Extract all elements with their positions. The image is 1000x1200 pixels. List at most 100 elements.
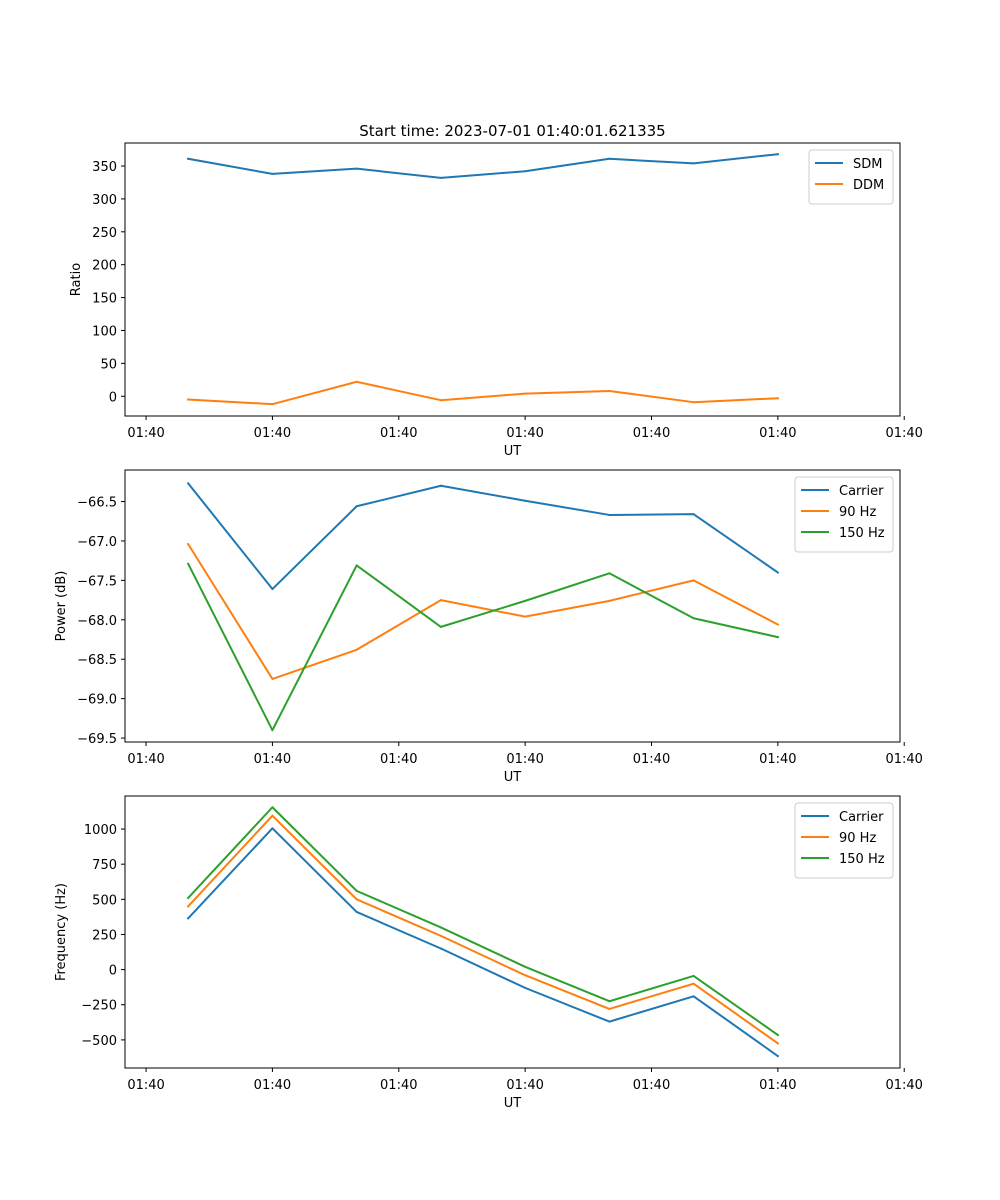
y-tick-label: −67.0 bbox=[77, 535, 117, 550]
x-axis-label: UT bbox=[504, 1096, 522, 1111]
legend-label: 90 Hz bbox=[839, 505, 876, 520]
data-point bbox=[608, 157, 611, 160]
y-tick-label: −68.5 bbox=[77, 653, 117, 668]
x-axis-label: UT bbox=[504, 770, 522, 785]
x-tick-label: 01:40 bbox=[885, 1078, 922, 1093]
legend-label: 150 Hz bbox=[839, 526, 885, 541]
data-point bbox=[776, 636, 779, 639]
data-point bbox=[608, 572, 611, 575]
data-point bbox=[187, 562, 190, 565]
x-tick-label: 01:40 bbox=[380, 1078, 417, 1093]
y-tick-label: −500 bbox=[81, 1034, 117, 1049]
data-point bbox=[439, 599, 442, 602]
data-point bbox=[608, 599, 611, 602]
y-tick-label: 50 bbox=[100, 357, 117, 372]
data-point bbox=[271, 172, 274, 175]
data-point bbox=[355, 889, 358, 892]
axes-frame bbox=[124, 469, 901, 743]
chart-panel-1: 01:40 01:40 01:40 01:40 01:40 01:40 01:40 0 50 10… bbox=[69, 142, 923, 459]
data-point bbox=[692, 162, 695, 165]
data-point bbox=[187, 157, 190, 160]
data-point bbox=[439, 625, 442, 628]
legend: Carrier 90 Hz 150 Hz bbox=[794, 802, 894, 879]
y-tick-label: 250 bbox=[92, 928, 117, 943]
x-tick-label: 01:40 bbox=[885, 426, 922, 441]
x-tick-label: 01:40 bbox=[380, 426, 417, 441]
x-tick-label: 01:40 bbox=[885, 752, 922, 767]
data-point bbox=[439, 947, 442, 950]
data-point bbox=[692, 513, 695, 516]
data-point bbox=[271, 814, 274, 817]
data-point bbox=[187, 398, 190, 401]
y-axis-label: Power (dB) bbox=[54, 571, 69, 642]
x-tick-label: 01:40 bbox=[127, 426, 164, 441]
x-tick-label: 01:40 bbox=[506, 1078, 543, 1093]
data-point bbox=[187, 896, 190, 899]
data-point bbox=[355, 505, 358, 508]
y-tick-label: 0 bbox=[109, 964, 117, 979]
data-point bbox=[271, 806, 274, 809]
data-point bbox=[439, 934, 442, 937]
data-point bbox=[776, 1055, 779, 1058]
data-point bbox=[776, 1042, 779, 1045]
x-tick-label: 01:40 bbox=[380, 752, 417, 767]
y-tick-label: −68.0 bbox=[77, 614, 117, 629]
axes-frame bbox=[124, 142, 901, 417]
x-axis-label: UT bbox=[504, 444, 522, 459]
legend-label: SDM bbox=[853, 157, 882, 172]
data-point bbox=[524, 599, 527, 602]
data-point bbox=[271, 827, 274, 830]
series-line-carrier bbox=[186, 481, 780, 591]
data-point bbox=[776, 1033, 779, 1036]
data-point bbox=[524, 170, 527, 173]
x-tick-label: 01:40 bbox=[633, 752, 670, 767]
data-point bbox=[355, 167, 358, 170]
data-point bbox=[692, 974, 695, 977]
data-point bbox=[187, 482, 190, 485]
series-line-carrier bbox=[186, 827, 780, 1058]
series-line-90-hz bbox=[186, 814, 780, 1045]
y-tick-label: 300 bbox=[92, 193, 117, 208]
data-point bbox=[776, 397, 779, 400]
series-line-150-hz bbox=[186, 806, 780, 1037]
y-tick-label: 250 bbox=[92, 226, 117, 241]
data-point bbox=[776, 571, 779, 574]
data-point bbox=[355, 898, 358, 901]
y-tick-label: 750 bbox=[92, 858, 117, 873]
data-point bbox=[524, 499, 527, 502]
series-line-sdm bbox=[187, 153, 779, 179]
y-tick-label: −69.0 bbox=[77, 693, 117, 708]
y-tick-label: −66.5 bbox=[77, 496, 117, 511]
x-tick-label: 01:40 bbox=[633, 1078, 670, 1093]
data-point bbox=[355, 380, 358, 383]
y-axis-label: Ratio bbox=[69, 263, 84, 296]
axes-frame bbox=[124, 795, 901, 1069]
y-tick-label: −67.5 bbox=[77, 574, 117, 589]
chart-panel-3: 01:40 01:40 01:40 01:40 01:40 01:40 01:40 −500 −… bbox=[54, 795, 923, 1111]
series-line-90-hz bbox=[186, 542, 780, 680]
data-point bbox=[524, 392, 527, 395]
data-point bbox=[187, 905, 190, 908]
data-point bbox=[524, 986, 527, 989]
y-tick-label: 500 bbox=[92, 893, 117, 908]
figure-title: Start time: 2023-07-01 01:40:01.621335 bbox=[359, 122, 665, 140]
data-point bbox=[608, 390, 611, 393]
data-point bbox=[776, 623, 779, 626]
data-point bbox=[692, 401, 695, 404]
legend-label: 150 Hz bbox=[839, 852, 885, 867]
series-line-ddm bbox=[187, 380, 779, 406]
data-point bbox=[692, 995, 695, 998]
data-point bbox=[692, 579, 695, 582]
legend-label: Carrier bbox=[839, 484, 884, 499]
y-tick-label: −69.5 bbox=[77, 732, 117, 747]
data-point bbox=[524, 965, 527, 968]
x-tick-label: 01:40 bbox=[759, 1078, 796, 1093]
y-tick-label: 0 bbox=[109, 390, 117, 405]
x-tick-label: 01:40 bbox=[759, 752, 796, 767]
data-point bbox=[608, 1007, 611, 1010]
y-axis-label: Frequency (Hz) bbox=[54, 883, 69, 981]
x-tick-label: 01:40 bbox=[127, 1078, 164, 1093]
y-tick-label: 200 bbox=[92, 259, 117, 274]
data-point bbox=[608, 513, 611, 516]
